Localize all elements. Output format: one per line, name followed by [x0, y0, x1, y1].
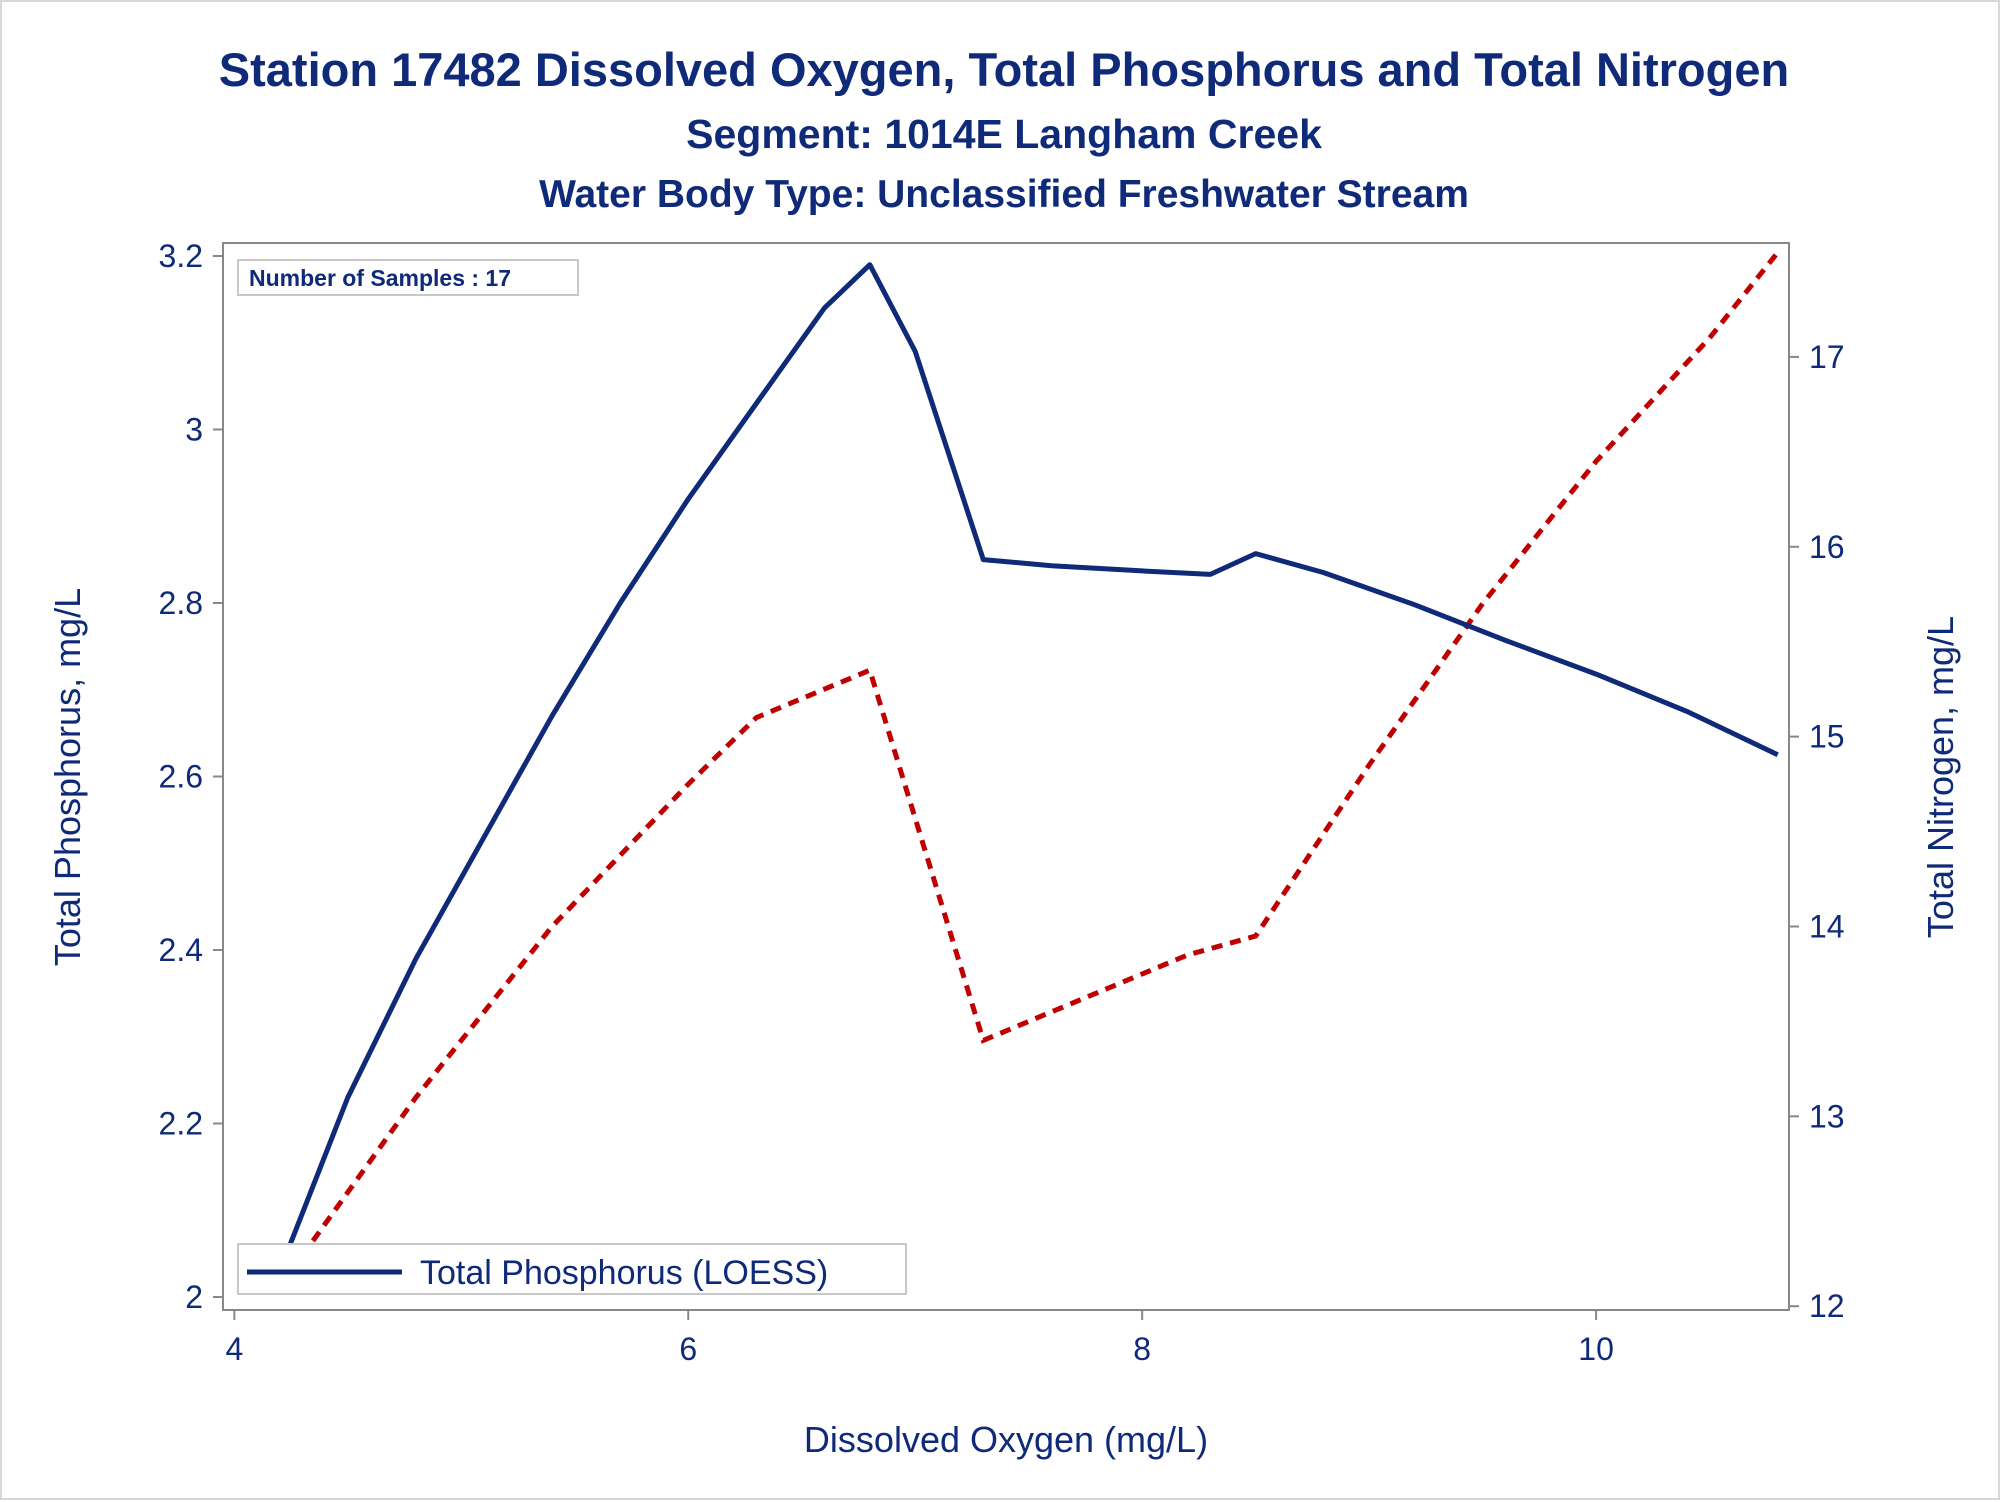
chart-subtitle-2: Water Body Type: Unclassified Freshwater… [539, 173, 1469, 216]
y2-tick-label: 14 [1809, 908, 1845, 944]
sample-count-inset: Number of Samples : 17 [237, 259, 579, 296]
y-tick-label: 3 [185, 412, 203, 448]
total-phosphorus-line [277, 262, 1779, 1272]
y-tick-label: 2.6 [159, 759, 203, 795]
sample-count-box [237, 259, 579, 296]
x-axis: 4 6 8 10 [225, 1310, 1614, 1367]
y-tick-label: 2.4 [159, 932, 203, 968]
legend-label-total-phosphorus: Total Phosphorus (LOESS) [420, 1254, 828, 1292]
total-nitrogen-line [277, 250, 1780, 1289]
legend: Total Phosphorus (LOESS) [237, 1243, 907, 1295]
x-tick-label: 10 [1578, 1331, 1614, 1367]
y-axis-label: Total Phosphorus, mg/L [47, 588, 88, 966]
y2-tick-label: 12 [1809, 1288, 1845, 1324]
y2-axis-label: Total Nitrogen, mg/L [1920, 616, 1961, 938]
chart-title: Station 17482 Dissolved Oxygen, Total Ph… [219, 43, 1789, 96]
x-tick-label: 8 [1133, 1331, 1151, 1367]
y2-tick-label: 17 [1809, 339, 1845, 375]
x-axis-label: Dissolved Oxygen (mg/L) [804, 1419, 1208, 1460]
y-tick-label: 3.2 [159, 238, 203, 274]
y-tick-label: 2.8 [159, 585, 203, 621]
series-layer [277, 250, 1780, 1289]
x-tick-label: 4 [225, 1331, 243, 1367]
plot-area [222, 242, 1790, 1311]
legend-box [237, 1243, 907, 1295]
y2-tick-label: 16 [1809, 529, 1845, 565]
sample-count-text: Number of Samples : 17 [249, 265, 511, 291]
x-tick-label: 6 [679, 1331, 697, 1367]
y2-tick-label: 15 [1809, 719, 1845, 755]
y2-tick-label: 13 [1809, 1098, 1845, 1134]
y-tick-label: 2.2 [159, 1105, 203, 1141]
y-axis-left: 2 2.2 2.4 2.6 2.8 3 3.2 [159, 238, 223, 1315]
y-axis-right: 12 13 14 15 16 17 [1789, 339, 1845, 1324]
chart-subtitle: Segment: 1014E Langham Creek [686, 111, 1322, 157]
y-tick-label: 2 [185, 1279, 203, 1315]
